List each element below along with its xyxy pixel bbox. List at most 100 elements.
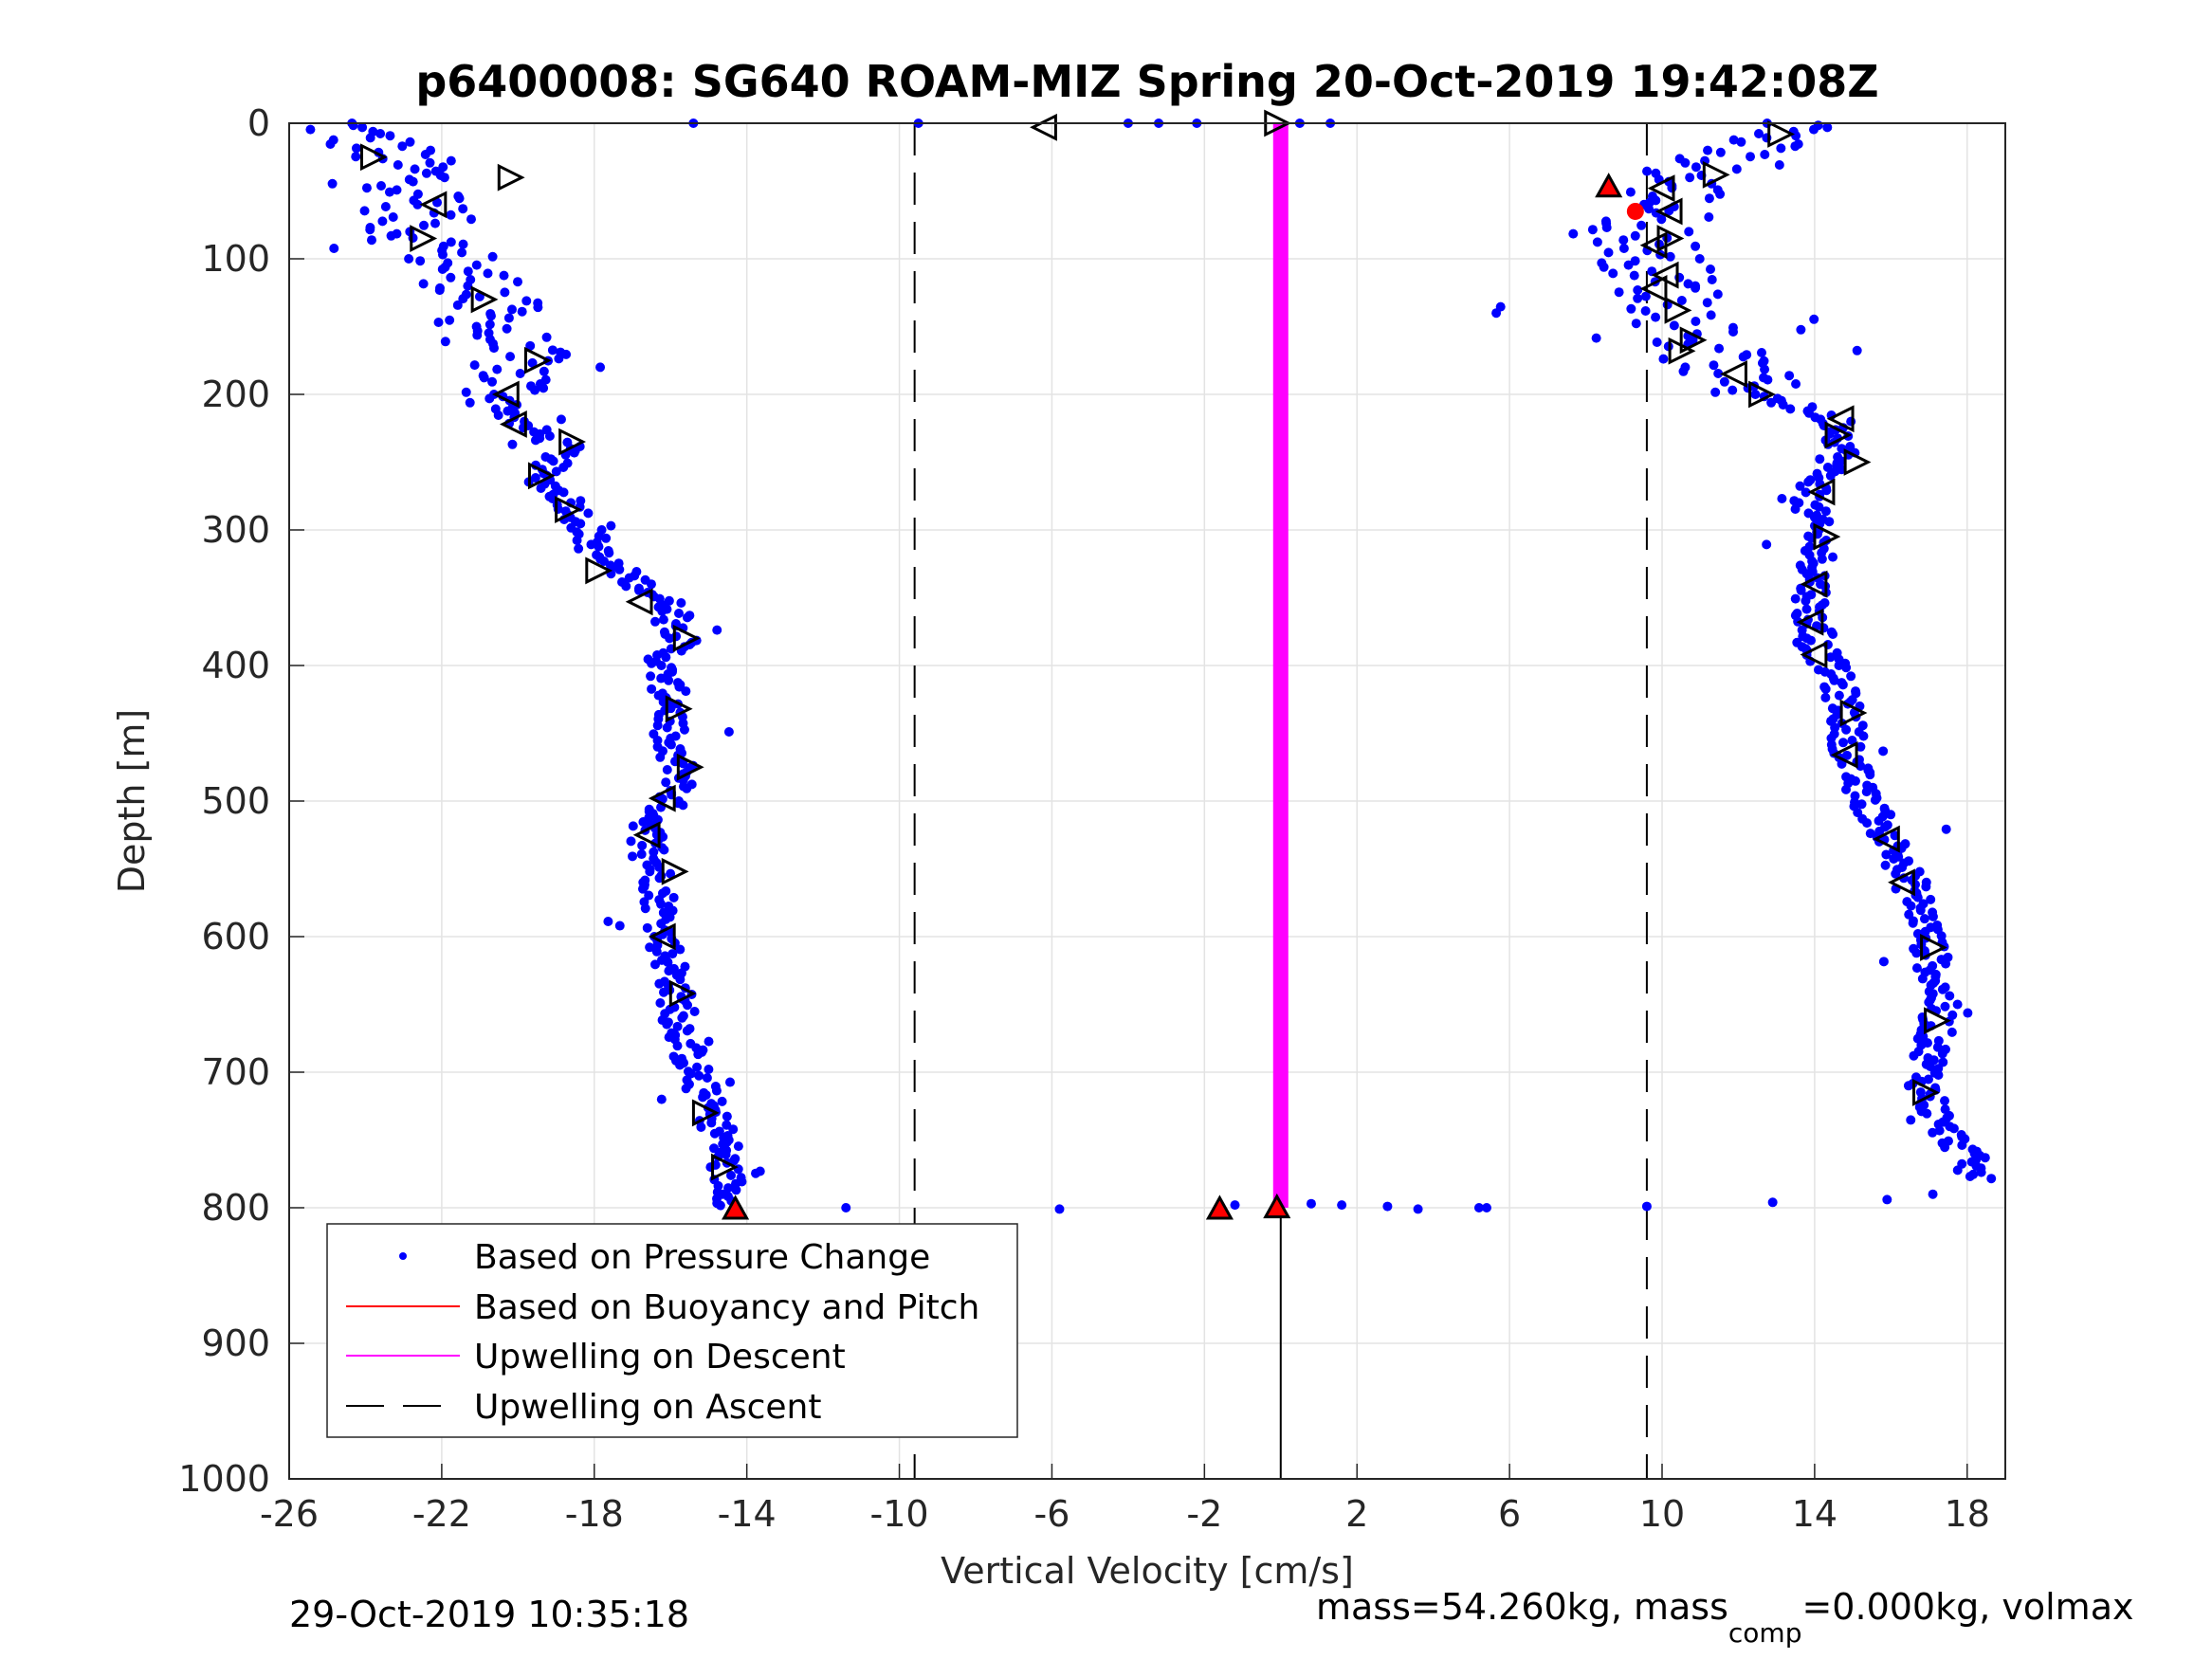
descent-point: [539, 366, 549, 376]
ascent-point: [1940, 1001, 1950, 1012]
descent-point: [500, 287, 510, 298]
ascent-point: [1669, 320, 1679, 331]
ascent-point: [1921, 882, 1931, 892]
right-triangle-marker: [1839, 699, 1868, 727]
descent-point: [728, 1124, 739, 1135]
ascent-point: [1957, 1140, 1967, 1150]
ascent-point: [1906, 1115, 1916, 1125]
descent-point: [483, 268, 493, 279]
descent-point: [698, 1092, 708, 1103]
ascent-point: [1633, 293, 1643, 303]
right-triangle-marker: [1924, 1007, 1951, 1035]
descent-point: [633, 585, 644, 595]
descent-point: [457, 247, 467, 258]
left-triangle-marker: [1639, 275, 1668, 302]
ascent-point: [1766, 397, 1777, 408]
ascent-point: [1706, 264, 1716, 274]
ascent-point: [1846, 416, 1856, 427]
bottom-point: [841, 1203, 851, 1212]
descent-point: [376, 181, 387, 191]
descent-point: [679, 724, 689, 735]
ascent-point: [1881, 849, 1892, 860]
right-triangle-marker: [497, 163, 525, 191]
ascent-point: [1760, 150, 1770, 159]
x-tick-label: -10: [870, 1493, 929, 1535]
descent-point: [723, 726, 734, 737]
descent-point: [499, 270, 509, 281]
descent-point: [675, 944, 686, 955]
descent-point: [672, 1021, 683, 1031]
ascent-point: [1809, 314, 1819, 324]
descent-point: [366, 235, 376, 246]
left-triangle-marker: [1796, 608, 1824, 636]
descent-point: [380, 202, 391, 211]
x-tick-label: 10: [1639, 1493, 1685, 1535]
descent-point: [558, 463, 569, 472]
descent-point: [438, 162, 448, 173]
ascent-point: [1785, 404, 1796, 414]
right-triangle-marker: [691, 1099, 720, 1127]
y-tick-label: 900: [201, 1322, 270, 1364]
ticks: -26 -22 -18 -14 -10 -6 -2 2 6 10 14 180100200300400…: [178, 102, 1990, 1535]
left-triangle-marker: [1800, 641, 1828, 668]
right-triangle-marker: [523, 346, 552, 374]
red-up-triangle-marker: [1263, 1193, 1291, 1219]
descent-point: [678, 758, 688, 769]
descent-point: [656, 1094, 667, 1104]
descent-point: [507, 439, 518, 449]
ascent-point: [1856, 741, 1866, 752]
footer-mass-suffix: =0.000kg, volmax: [1801, 1586, 2133, 1628]
descent-point: [386, 230, 396, 241]
descent-point: [569, 447, 579, 458]
descent-point: [530, 435, 540, 446]
ascent-point: [1945, 991, 1955, 1001]
descent-point: [675, 975, 686, 985]
descent-point: [446, 272, 456, 283]
right-triangle-marker: [665, 695, 693, 723]
descent-point: [440, 337, 450, 347]
descent-point: [715, 1200, 725, 1211]
ascent-point: [1791, 131, 1801, 141]
ascent-point: [1667, 183, 1677, 193]
ascent-point: [1878, 957, 1889, 967]
descent-point: [327, 178, 338, 189]
y-tick-label: 100: [201, 238, 270, 280]
descent-point: [415, 256, 426, 266]
ascent-point: [1906, 901, 1916, 911]
descent-point: [706, 1118, 717, 1128]
descent-point: [351, 152, 361, 162]
ascent-point: [1633, 285, 1643, 295]
y-tick-label: 800: [201, 1187, 270, 1229]
descent-point: [682, 783, 692, 793]
descent-point: [404, 254, 414, 264]
descent-point: [377, 216, 388, 227]
ascent-point: [1618, 244, 1629, 253]
ascent-point: [1568, 228, 1579, 239]
ascent-point: [1815, 454, 1825, 465]
descent-point: [458, 204, 468, 214]
descent-point: [666, 868, 676, 879]
left-triangle-marker: [499, 410, 527, 438]
ascent-point: [1922, 1108, 1932, 1119]
reference-lines: [913, 123, 1648, 1479]
ascent-point: [1796, 585, 1806, 595]
ascent-point: [1822, 122, 1833, 133]
descent-point: [458, 294, 468, 304]
chart-title: p6400008: SG640 ROAM-MIZ Spring 20-Oct-2…: [415, 56, 1878, 107]
ascent-point: [1763, 374, 1773, 385]
descent-point: [675, 1060, 686, 1070]
descent-point: [539, 383, 549, 393]
descent-point: [678, 800, 688, 811]
descent-point: [517, 306, 527, 317]
right-triangle-marker: [1912, 1079, 1940, 1106]
right-triangle-marker: [672, 624, 701, 652]
ascent-point: [1760, 364, 1770, 374]
descent-point: [487, 251, 498, 262]
y-tick-label: 500: [201, 780, 270, 822]
descent-point: [594, 541, 604, 552]
descent-point: [551, 466, 561, 477]
descent-point: [375, 129, 386, 138]
ascent-point: [1821, 485, 1832, 496]
descent-point: [637, 840, 648, 850]
ascent-point: [1820, 506, 1831, 517]
